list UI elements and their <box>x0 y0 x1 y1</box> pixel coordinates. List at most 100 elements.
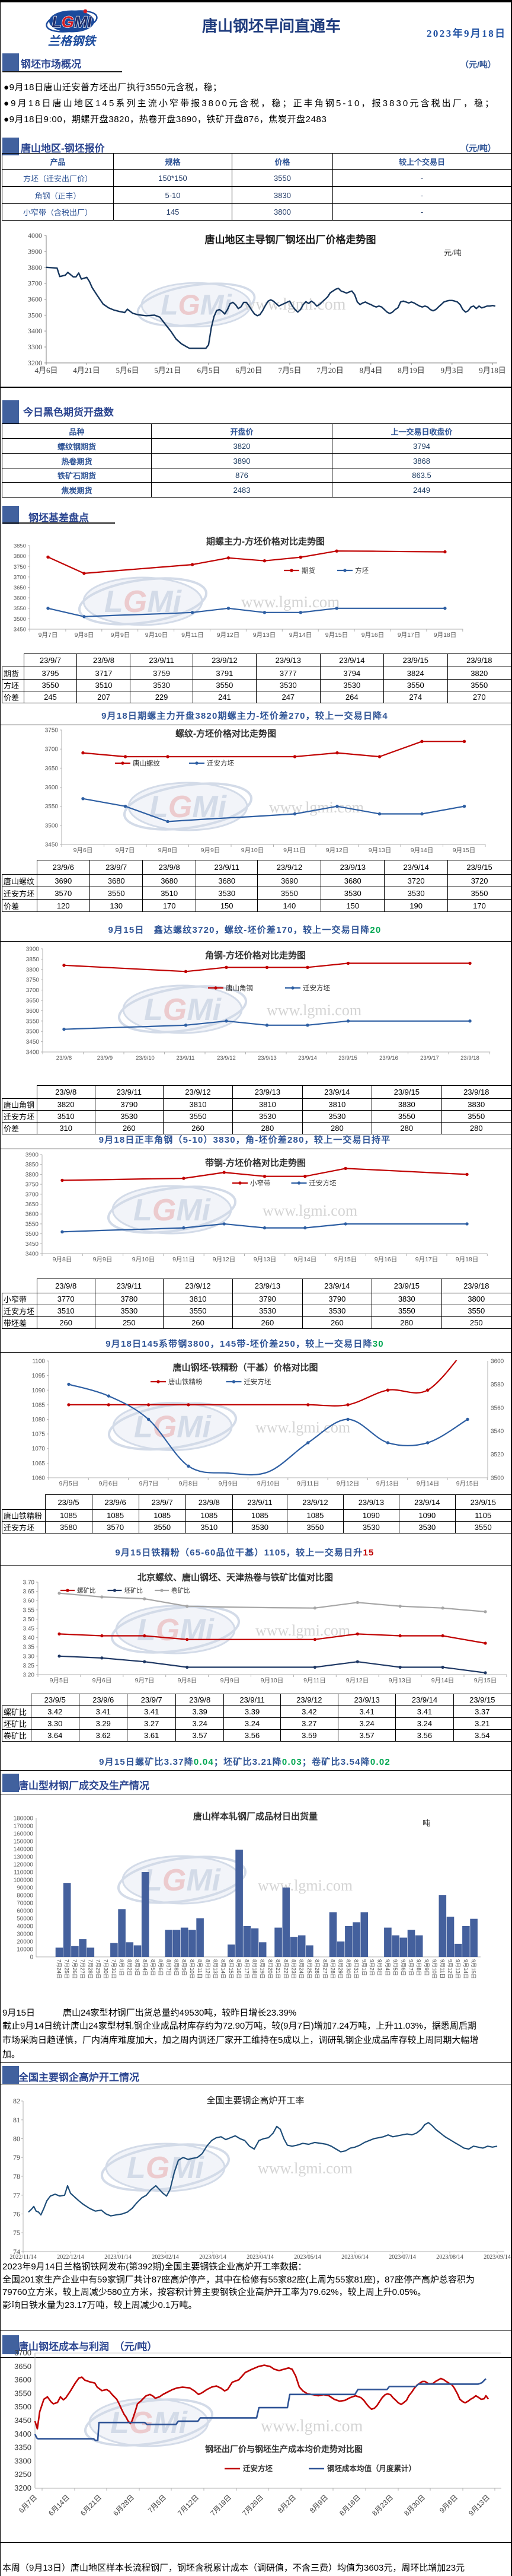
svg-text:8月29日: 8月29日 <box>338 1959 344 1979</box>
svg-text:9月8日: 9月8日 <box>75 632 94 639</box>
svg-text:1065: 1065 <box>32 1461 46 1467</box>
svg-text:7月5日: 7月5日 <box>278 366 301 375</box>
svg-text:LGMi: LGMi <box>133 1193 212 1228</box>
svg-text:9月12日: 9月12日 <box>217 632 240 639</box>
svg-text:8月25日: 8月25日 <box>306 1959 312 1979</box>
svg-text:全国主要钢企高炉开工率: 全国主要钢企高炉开工率 <box>206 2095 304 2106</box>
svg-text:23/9/18: 23/9/18 <box>460 1055 479 1061</box>
svg-text:140000: 140000 <box>14 1847 34 1853</box>
svg-text:3350: 3350 <box>14 2443 31 2452</box>
svg-text:7月19日: 7月19日 <box>209 2493 233 2517</box>
svg-text:3600: 3600 <box>14 2376 31 2384</box>
svg-text:130000: 130000 <box>14 1854 34 1861</box>
svg-text:唐山角钢: 唐山角钢 <box>226 984 253 992</box>
svg-text:7月31日: 7月31日 <box>111 1959 117 1979</box>
svg-text:7月28日: 7月28日 <box>87 1959 93 1979</box>
svg-text:3300: 3300 <box>14 2456 31 2465</box>
svg-text:80: 80 <box>13 2135 20 2143</box>
svg-text:9月14日: 9月14日 <box>294 1256 317 1263</box>
svg-text:9月8日: 9月8日 <box>179 1480 199 1487</box>
svg-text:23/9/13: 23/9/13 <box>258 1055 277 1061</box>
svg-text:2023/08/14: 2023/08/14 <box>436 2254 463 2261</box>
svg-text:8月20日: 8月20日 <box>267 1959 273 1979</box>
svg-text:9月15日: 9月15日 <box>453 847 476 854</box>
svg-text:9月15日: 9月15日 <box>474 1677 497 1684</box>
svg-text:3450: 3450 <box>14 627 26 633</box>
svg-text:LGMi: LGMi <box>137 1613 215 1647</box>
svg-text:3800: 3800 <box>28 263 42 272</box>
svg-text:www.lgmi.com: www.lgmi.com <box>241 593 340 611</box>
svg-text:3200: 3200 <box>28 359 42 367</box>
svg-text:LGMi: LGMi <box>127 2151 205 2185</box>
svg-text:9月6日: 9月6日 <box>400 1959 406 1976</box>
svg-text:8月30日: 8月30日 <box>345 1959 351 1979</box>
svg-text:79: 79 <box>13 2153 20 2161</box>
svg-text:40000: 40000 <box>17 1924 33 1930</box>
svg-text:3500: 3500 <box>14 616 26 623</box>
svg-text:3450: 3450 <box>45 842 59 849</box>
svg-text:3800: 3800 <box>26 967 40 973</box>
svg-text:钢坯出厂价与钢坯生产成本均价走势对比图: 钢坯出厂价与钢坯生产成本均价走势对比图 <box>205 2444 363 2454</box>
svg-text:带钢-方坯价格对比走势图: 带钢-方坯价格对比走势图 <box>205 1158 306 1168</box>
svg-text:1085: 1085 <box>32 1402 46 1408</box>
svg-text:3550: 3550 <box>14 605 26 612</box>
svg-text:3800: 3800 <box>14 553 26 560</box>
svg-text:23/9/12: 23/9/12 <box>217 1055 236 1061</box>
svg-text:8月18日: 8月18日 <box>252 1959 258 1979</box>
svg-text:螺纹-方坯价格对比走势图: 螺纹-方坯价格对比走势图 <box>175 728 276 739</box>
svg-text:www.lgmi.com: www.lgmi.com <box>261 2417 363 2435</box>
svg-text:170000: 170000 <box>14 1823 34 1830</box>
svg-text:9月6日: 9月6日 <box>73 847 93 854</box>
svg-text:期螺主力-方坯价格对比走势图: 期螺主力-方坯价格对比走势图 <box>206 536 325 547</box>
svg-text:www.lgmi.com: www.lgmi.com <box>255 1419 350 1436</box>
svg-text:9月1日: 9月1日 <box>361 1959 367 1976</box>
svg-text:www.lgmi.com: www.lgmi.com <box>258 2160 353 2177</box>
svg-text:9月15日: 9月15日 <box>325 632 348 639</box>
svg-text:3580: 3580 <box>491 1382 504 1388</box>
svg-text:8月23日: 8月23日 <box>370 2493 395 2517</box>
svg-text:100000: 100000 <box>14 1877 34 1884</box>
svg-text:20000: 20000 <box>17 1939 33 1946</box>
svg-text:9月7日: 9月7日 <box>408 1959 414 1976</box>
svg-text:3.25: 3.25 <box>23 1663 35 1669</box>
svg-text:3900: 3900 <box>26 946 40 953</box>
svg-text:8月4日: 8月4日 <box>359 366 382 375</box>
svg-text:LGMi: LGMi <box>144 993 222 1027</box>
svg-text:2022/11/14: 2022/11/14 <box>9 2254 36 2261</box>
svg-text:LGMi: LGMi <box>161 289 232 321</box>
svg-text:3.45: 3.45 <box>23 1626 35 1633</box>
svg-text:4月6日: 4月6日 <box>34 366 57 375</box>
svg-text:6月21日: 6月21日 <box>79 2493 103 2517</box>
svg-text:3700: 3700 <box>26 987 40 994</box>
svg-text:8月3日: 8月3日 <box>135 1959 140 1976</box>
svg-text:9月18日: 9月18日 <box>456 1256 479 1263</box>
svg-text:8月11日: 8月11日 <box>197 1959 203 1978</box>
svg-text:小窄带: 小窄带 <box>250 1179 271 1187</box>
svg-text:3300: 3300 <box>28 343 42 351</box>
svg-text:迁安方坯: 迁安方坯 <box>303 984 330 992</box>
svg-text:3500: 3500 <box>491 1475 504 1482</box>
svg-text:1080: 1080 <box>32 1417 46 1423</box>
svg-text:9月8日: 9月8日 <box>53 1256 72 1263</box>
svg-text:3560: 3560 <box>491 1405 504 1411</box>
svg-text:9月7日: 9月7日 <box>39 632 58 639</box>
svg-text:坯矿比: 坯矿比 <box>124 1587 143 1595</box>
svg-text:3700: 3700 <box>14 574 26 581</box>
svg-text:82: 82 <box>13 2097 20 2105</box>
svg-text:9月11日: 9月11日 <box>181 632 204 639</box>
svg-text:9月3日: 9月3日 <box>377 1959 383 1976</box>
svg-text:2023/03/14: 2023/03/14 <box>199 2254 226 2261</box>
svg-text:7月5日: 7月5日 <box>146 2493 168 2514</box>
svg-text:3550: 3550 <box>26 1018 40 1025</box>
svg-text:6月28日: 6月28日 <box>111 2493 136 2517</box>
svg-text:3750: 3750 <box>14 564 26 570</box>
svg-text:8月12日: 8月12日 <box>204 1959 210 1979</box>
svg-text:3450: 3450 <box>26 1039 40 1045</box>
svg-text:迁安方坯: 迁安方坯 <box>243 2464 273 2473</box>
svg-text:8月22日: 8月22日 <box>283 1959 289 1979</box>
svg-text:3520: 3520 <box>491 1452 504 1458</box>
svg-text:9月6日: 9月6日 <box>92 1677 112 1684</box>
svg-text:9月14日: 9月14日 <box>289 632 312 639</box>
svg-text:180000: 180000 <box>14 1816 34 1822</box>
svg-text:60000: 60000 <box>17 1908 33 1915</box>
